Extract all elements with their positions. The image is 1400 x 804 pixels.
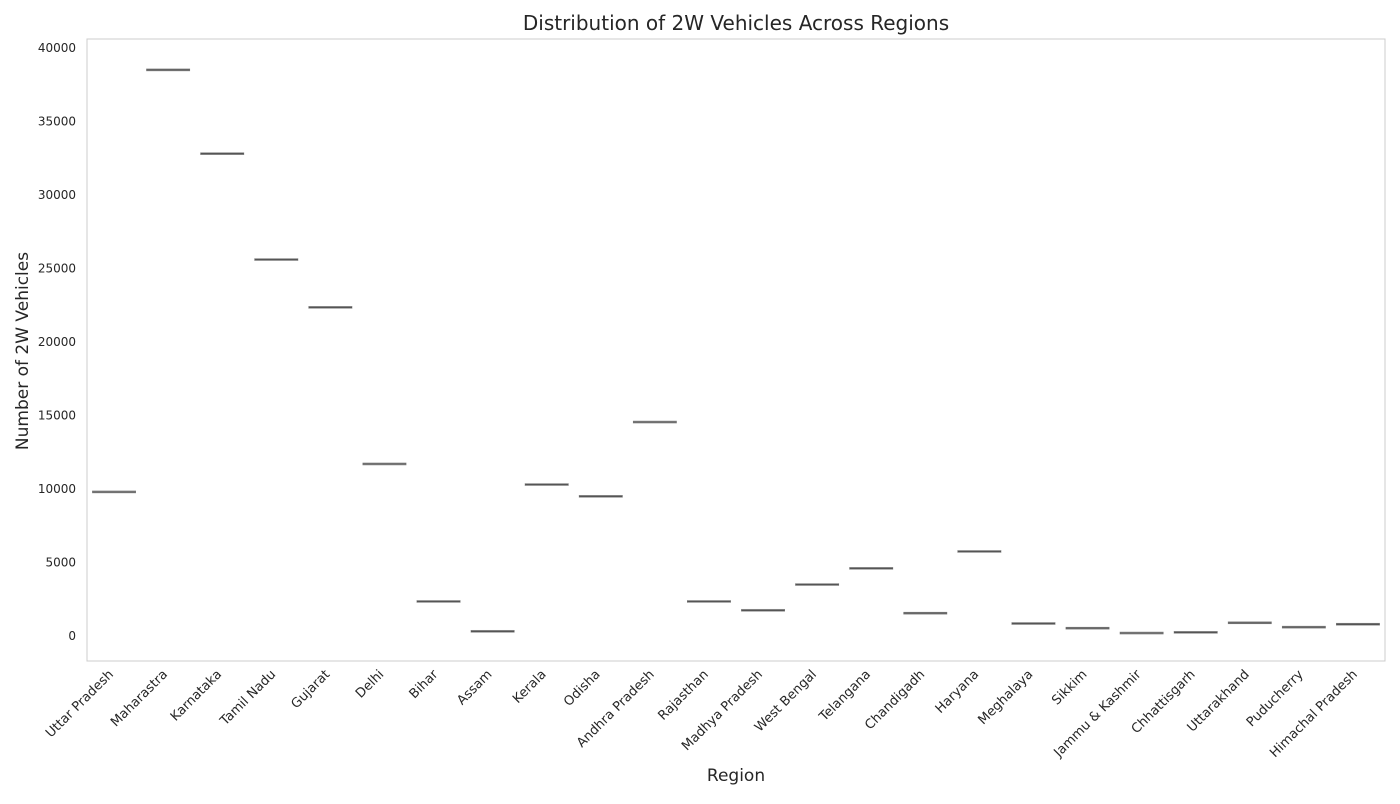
x-tick-label: Bihar: [407, 667, 442, 702]
x-tick-label: Tamil Nadu: [217, 667, 279, 729]
y-tick-label: 10000: [38, 482, 76, 496]
x-tick-label: Maharastra: [108, 667, 171, 730]
y-tick-label: 40000: [38, 41, 76, 55]
y-axis: 0 5000 10000 15000 20000 25000 30000 35000 40000: [38, 41, 76, 643]
box-marks: [92, 68, 1380, 635]
y-tick-label: 25000: [38, 261, 76, 275]
x-tick-label: Rajasthan: [655, 667, 711, 723]
y-tick-label: 15000: [38, 408, 76, 422]
x-tick-label: Sikkim: [1049, 667, 1090, 708]
y-tick-label: 20000: [38, 335, 76, 349]
y-axis-label: Number of 2W Vehicles: [13, 252, 33, 450]
y-tick-label: 5000: [45, 555, 76, 569]
x-tick-label: Karnataka: [168, 667, 225, 724]
x-axis-label: Region: [707, 766, 765, 786]
x-tick-label: Meghalaya: [976, 667, 1037, 728]
x-tick-label: Telangana: [816, 667, 874, 725]
x-tick-label: Delhi: [353, 667, 387, 701]
y-tick-label: 0: [68, 629, 76, 643]
x-tick-label: Assam: [454, 667, 495, 708]
x-tick-label: Uttar Pradesh: [43, 667, 117, 741]
chart-title: Distribution of 2W Vehicles Across Regio…: [523, 11, 949, 35]
y-tick-label: 30000: [38, 188, 76, 202]
x-tick-label: Haryana: [933, 667, 982, 716]
x-tick-label: Gujarat: [288, 667, 333, 712]
x-tick-label: Odisha: [561, 667, 603, 709]
x-tick-label: Kerala: [510, 667, 549, 706]
plot-area-frame: [86, 38, 1386, 662]
y-tick-label: 35000: [38, 114, 76, 128]
